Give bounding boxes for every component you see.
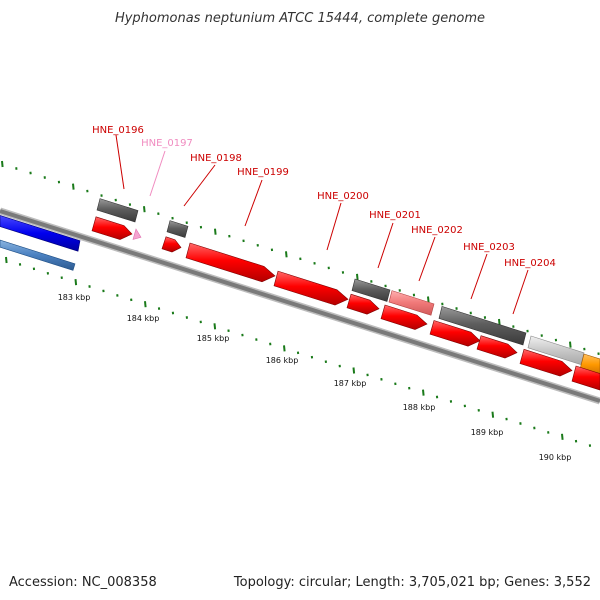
major-tick <box>144 301 147 308</box>
scale-label-183: 183 kbp <box>58 293 91 302</box>
major-tick <box>569 341 572 348</box>
gene-hne0204[interactable] <box>476 335 518 359</box>
label-leader <box>418 236 436 282</box>
gene-steelblue[interactable] <box>0 239 76 271</box>
scale-label-190: 190 kbp <box>539 453 572 462</box>
major-tick <box>285 251 288 258</box>
major-tick <box>283 345 286 352</box>
gene-label-hne0198[interactable]: HNE_0198 <box>190 153 242 164</box>
gene-features <box>0 198 600 391</box>
gene-hne0201[interactable] <box>346 293 380 315</box>
gene-hne0203[interactable] <box>429 320 481 347</box>
gene-label-hne0203[interactable]: HNE_0203 <box>463 242 515 253</box>
map-title: Hyphomonas neptunium ATCC 15444, complet… <box>115 11 485 26</box>
major-tick <box>491 411 495 418</box>
gene-hne0201-box[interactable] <box>351 278 391 302</box>
gene-hne0198-box[interactable] <box>166 220 189 238</box>
gene-hne0199[interactable] <box>185 242 276 283</box>
major-tick <box>427 296 430 303</box>
label-leader <box>377 222 394 269</box>
gene-red-next-1[interactable] <box>519 348 573 377</box>
gene-hne0198[interactable] <box>161 236 182 253</box>
scale-label-layer: 183 kbp 184 kbp 185 kbp 186 kbp 187 kbp … <box>58 293 572 462</box>
scale-label-184: 184 kbp <box>127 314 160 323</box>
label-leader <box>115 134 125 190</box>
major-tick <box>74 279 78 286</box>
major-tick <box>422 389 425 396</box>
gene-red-next-2[interactable] <box>571 365 600 391</box>
gene-label-hne0197[interactable]: HNE_0197 <box>141 138 193 149</box>
label-leader <box>326 202 342 251</box>
label-leader <box>512 269 529 315</box>
gene-hne0202[interactable] <box>380 304 428 330</box>
gene-label-hne0204[interactable]: HNE_0204 <box>504 258 556 269</box>
major-tick <box>1 160 4 168</box>
gene-hne0203-box[interactable] <box>438 306 527 346</box>
gene-label-hne0200[interactable]: HNE_0200 <box>317 191 369 202</box>
gene-label-hne0196[interactable]: HNE_0196 <box>92 125 144 136</box>
label-leader <box>149 150 166 197</box>
major-tick <box>498 318 501 326</box>
gene-label-hne0201[interactable]: HNE_0201 <box>369 210 421 221</box>
scale-label-189: 189 kbp <box>471 428 504 437</box>
gene-hne0202-box[interactable] <box>388 290 435 316</box>
major-tick <box>561 433 564 440</box>
major-tick <box>5 256 8 264</box>
outer-tick-track <box>1 160 600 356</box>
major-tick <box>356 273 359 280</box>
genome-summary-text: Topology: circular; Length: 3,705,021 bp… <box>233 575 591 590</box>
gene-label-layer: HNE_0196 HNE_0197 HNE_0198 HNE_0199 HNE_… <box>92 125 556 315</box>
gene-hne0197[interactable] <box>132 228 142 240</box>
scale-label-185: 185 kbp <box>197 334 230 343</box>
scale-label-187: 187 kbp <box>334 379 367 388</box>
gene-blue[interactable] <box>0 215 81 252</box>
gene-hne0200[interactable] <box>273 270 349 306</box>
major-tick <box>72 183 75 190</box>
scale-label-186: 186 kbp <box>266 356 299 365</box>
label-leader <box>244 179 263 227</box>
label-leader <box>470 253 488 300</box>
major-tick <box>213 323 217 330</box>
gene-label-hne0202[interactable]: HNE_0202 <box>411 225 463 236</box>
gene-label-hne0199[interactable]: HNE_0199 <box>237 167 289 178</box>
label-leader <box>183 164 216 207</box>
major-tick <box>214 228 217 235</box>
gene-hne0196[interactable] <box>91 216 133 240</box>
major-tick <box>352 367 356 374</box>
scale-label-188: 188 kbp <box>403 403 436 412</box>
gene-hne0196-box[interactable] <box>96 198 139 223</box>
inner-tick-track <box>5 256 592 447</box>
genome-backbone <box>0 207 600 405</box>
accession-text: Accession: NC_008358 <box>9 575 157 590</box>
major-tick <box>143 206 146 213</box>
